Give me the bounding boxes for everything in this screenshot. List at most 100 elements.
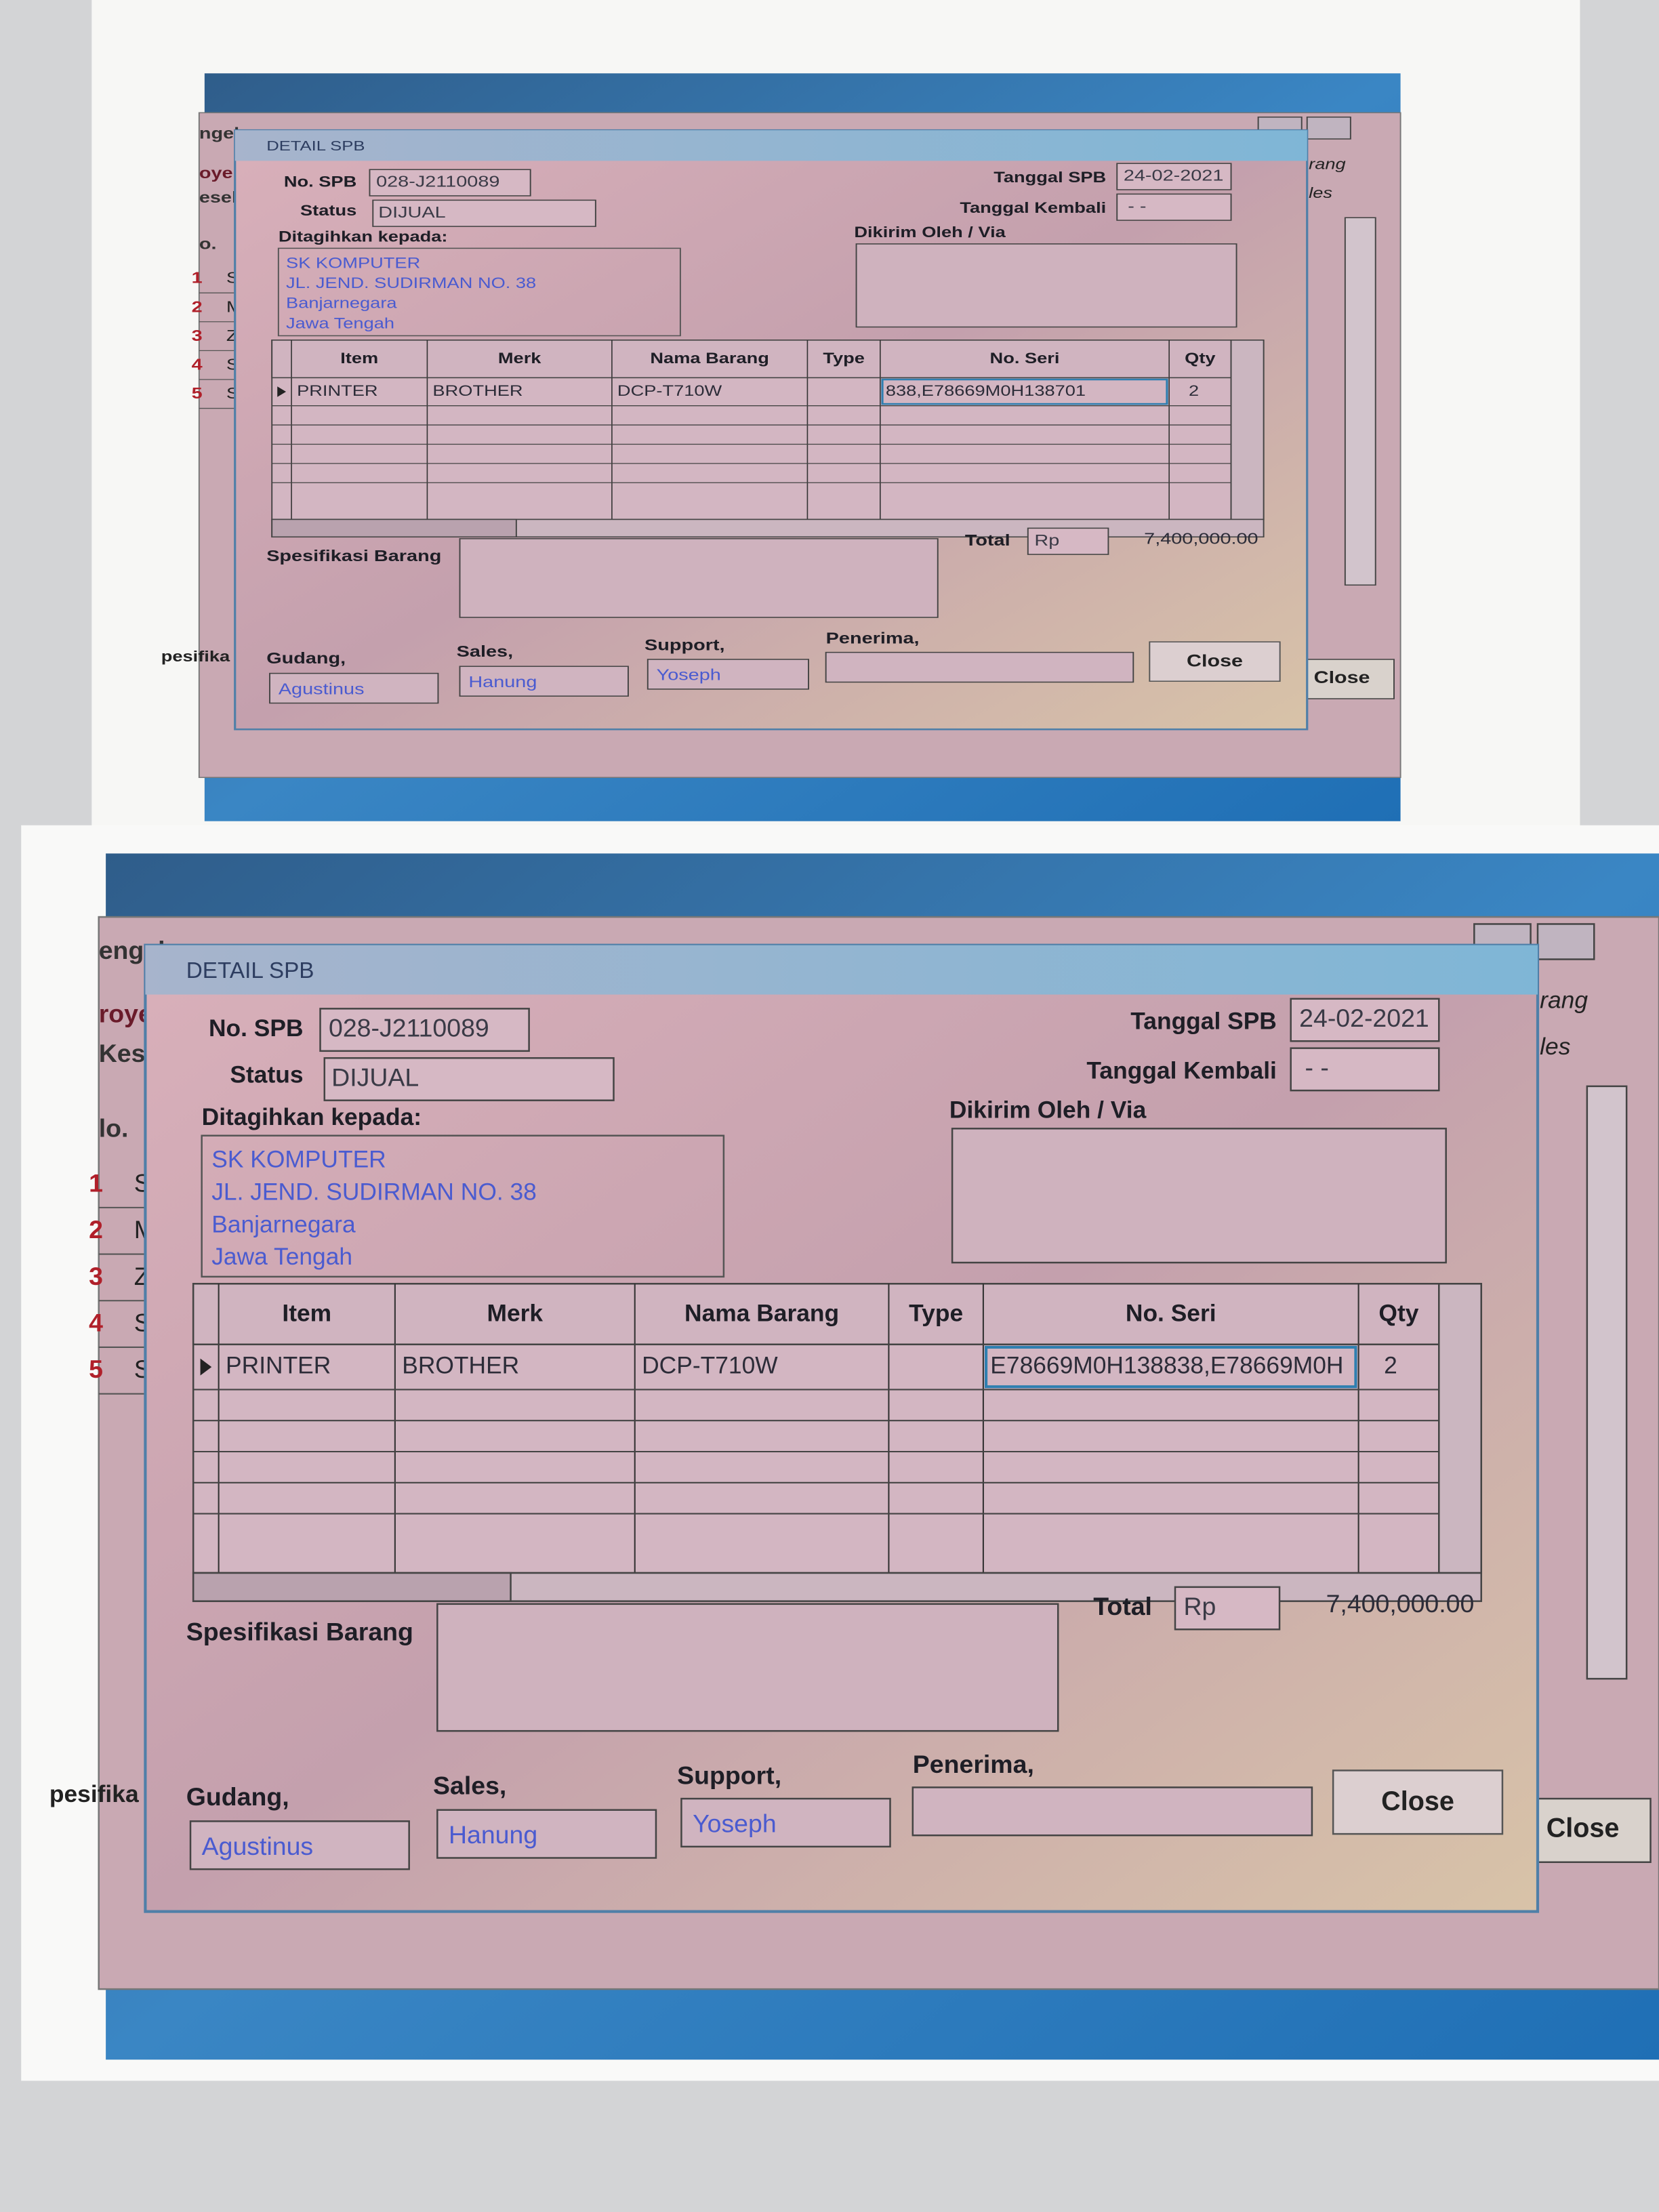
table-cell: BROTHER bbox=[402, 1352, 519, 1378]
column-header: Merk bbox=[498, 350, 541, 367]
signature-field bbox=[436, 1809, 657, 1859]
column-header: Nama Barang bbox=[684, 1300, 839, 1326]
input-field bbox=[323, 1057, 615, 1101]
field-label: Status bbox=[230, 1062, 303, 1088]
field-value: Rp bbox=[1034, 531, 1059, 550]
table-cell: DCP-T710W bbox=[642, 1352, 778, 1378]
field-value: - - bbox=[1305, 1053, 1329, 1082]
background-text: o. bbox=[199, 234, 217, 253]
field-value: DIJUAL bbox=[331, 1063, 419, 1091]
background-close: Close bbox=[1547, 1813, 1620, 1843]
cell-editor bbox=[984, 1345, 1357, 1389]
field-label: Tanggal SPB bbox=[1130, 1008, 1277, 1035]
vertical-scrollbar bbox=[1438, 1283, 1482, 1574]
column-header: Type bbox=[909, 1300, 963, 1326]
signature-label: Sales, bbox=[457, 642, 513, 660]
field-value: 028-J2110089 bbox=[329, 1013, 489, 1042]
signature-label: Support, bbox=[644, 636, 725, 654]
address-line: SK KOMPUTER bbox=[286, 255, 420, 272]
signature-field bbox=[912, 1786, 1313, 1837]
field-value: 24-02-2021 bbox=[1124, 166, 1224, 184]
signature-name: Yoseph bbox=[657, 665, 721, 684]
signature-label: Sales, bbox=[433, 1771, 506, 1799]
background-text: lo. bbox=[99, 1113, 129, 1142]
table-cell: E78669M0H138838,E78669M0H bbox=[990, 1352, 1343, 1378]
field-label: Total bbox=[1093, 1592, 1152, 1620]
title-bar bbox=[234, 130, 1307, 161]
row-number: 3 bbox=[89, 1262, 103, 1290]
dialog-title: DETAIL SPB bbox=[266, 138, 365, 153]
row-indicator bbox=[200, 1358, 212, 1376]
background-text: pesifika bbox=[161, 649, 230, 665]
scroll-thumb bbox=[271, 518, 517, 538]
field-value: 028-J2110089 bbox=[376, 172, 499, 190]
grid-header bbox=[271, 340, 1232, 379]
row-indicator bbox=[277, 386, 287, 397]
input-field bbox=[1174, 1586, 1281, 1631]
field-label: Dikirim Oleh / Via bbox=[854, 225, 1006, 241]
row-number: 2 bbox=[89, 1215, 103, 1244]
vertical-scrollbar bbox=[1230, 340, 1265, 520]
scroll-thumb bbox=[192, 1572, 512, 1602]
field-value: 24-02-2021 bbox=[1299, 1004, 1429, 1032]
background-scrollbar bbox=[1344, 217, 1376, 586]
field-label: Dikirim Oleh / Via bbox=[949, 1097, 1147, 1124]
row-number: 5 bbox=[89, 1355, 103, 1383]
address-box bbox=[277, 247, 681, 337]
column-header: Item bbox=[340, 350, 378, 367]
table-cell: BROTHER bbox=[432, 383, 523, 399]
address-line: SK KOMPUTER bbox=[211, 1147, 386, 1173]
address-line: JL. JEND. SUDIRMAN NO. 38 bbox=[286, 275, 536, 291]
address-line: Jawa Tengah bbox=[286, 316, 394, 332]
column-header: No. Seri bbox=[990, 350, 1060, 367]
address-line: Banjarnegara bbox=[211, 1211, 356, 1237]
address-box bbox=[201, 1134, 725, 1278]
address-line: JL. JEND. SUDIRMAN NO. 38 bbox=[211, 1179, 537, 1205]
row-number: 1 bbox=[192, 268, 203, 287]
input-field bbox=[372, 199, 596, 227]
field-label: Tanggal SPB bbox=[994, 169, 1106, 186]
row-number: 3 bbox=[192, 327, 203, 345]
window-button bbox=[1306, 117, 1351, 140]
background-scrollbar bbox=[1586, 1085, 1628, 1680]
table-cell: 2 bbox=[1384, 1352, 1397, 1378]
input-field bbox=[319, 1008, 530, 1052]
background-text: pesifika bbox=[49, 1781, 139, 1807]
signature-field bbox=[825, 651, 1134, 683]
column-header: Qty bbox=[1378, 1300, 1418, 1326]
address-line: Banjarnegara bbox=[286, 295, 397, 312]
signature-field bbox=[269, 672, 439, 704]
signature-label: Gudang, bbox=[186, 1782, 289, 1811]
column-header: Qty bbox=[1185, 350, 1216, 367]
signature-name: Hanung bbox=[468, 673, 537, 691]
field-value: - - bbox=[1128, 197, 1146, 216]
title-bar bbox=[145, 945, 1538, 995]
dialog-title: DETAIL SPB bbox=[186, 958, 314, 983]
field-label: Ditagihkan kepada: bbox=[279, 229, 448, 245]
column-header: Merk bbox=[487, 1300, 543, 1326]
close-button bbox=[1149, 641, 1281, 682]
signature-field bbox=[680, 1797, 891, 1848]
field-label: Spesifikasi Barang bbox=[186, 1617, 413, 1645]
field-label: Tanggal Kembali bbox=[1086, 1057, 1276, 1084]
table-cell: 838,E78669M0H138701 bbox=[886, 383, 1086, 399]
row-number: 1 bbox=[89, 1168, 103, 1197]
dikirim-box bbox=[951, 1128, 1447, 1264]
field-label: Total bbox=[965, 531, 1010, 550]
table-cell: PRINTER bbox=[297, 383, 378, 399]
table-cell: 2 bbox=[1189, 383, 1199, 399]
input-field bbox=[1290, 1047, 1440, 1092]
dikirim-box bbox=[855, 243, 1237, 328]
field-label: Status bbox=[300, 203, 356, 219]
row-number: 4 bbox=[89, 1309, 103, 1337]
input-field bbox=[1290, 998, 1440, 1042]
spesifikasi-box bbox=[436, 1603, 1059, 1732]
table-cell: PRINTER bbox=[226, 1352, 331, 1378]
input-field bbox=[1116, 163, 1232, 190]
column-header: Type bbox=[823, 350, 865, 367]
field-value: Rp bbox=[1183, 1592, 1216, 1620]
signature-field bbox=[189, 1820, 410, 1870]
input-field bbox=[369, 169, 531, 197]
background-close: Close bbox=[1314, 668, 1370, 687]
